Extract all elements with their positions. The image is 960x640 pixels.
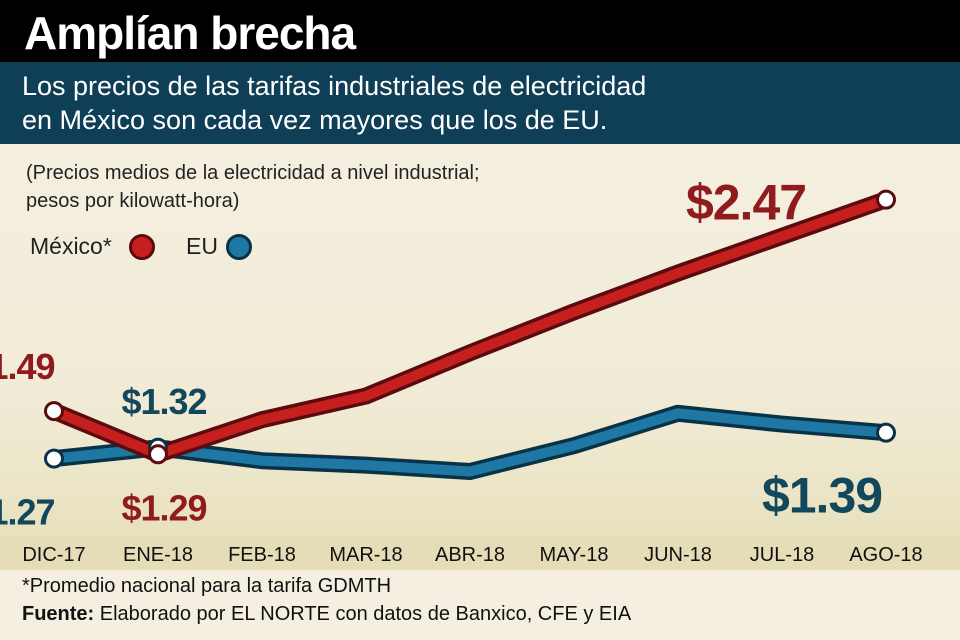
subtitle-band — [0, 62, 960, 144]
subtitle-line-2: en México son cada vez mayores que los d… — [22, 105, 608, 135]
units-note-line-1: (Precios medios de la electricidad a niv… — [26, 162, 480, 184]
units-note-line-2: pesos por kilowatt-hora) — [26, 190, 240, 212]
x-axis-ticks: DIC-17 ENE-18 FEB-18 MAR-18 ABR-18 MAY-18 JUN-… — [22, 544, 922, 566]
title-band — [0, 0, 960, 62]
x-tick-label: JUL-18 — [750, 544, 814, 566]
subtitle-line-1: Los precios de las tarifas industriales … — [22, 71, 647, 101]
data-label-mexico-8: $2.47 — [686, 175, 806, 231]
data-point-mexico-0 — [44, 401, 64, 422]
data-point-eu-0 — [44, 448, 64, 469]
data-label-eu-1: $1.32 — [121, 381, 206, 422]
chart-title: Amplían brecha — [24, 7, 356, 59]
x-tick-label: DIC-17 — [22, 544, 85, 566]
legend-label-mexico: México* — [30, 233, 112, 259]
series-line-mexico — [49, 194, 891, 460]
data-label-eu-8: $1.39 — [762, 468, 882, 524]
x-tick-label: FEB-18 — [228, 544, 296, 566]
x-tick-label: JUN-18 — [644, 544, 712, 566]
x-tick-label: MAY-18 — [540, 544, 609, 566]
series-line-eu — [49, 408, 891, 477]
data-point-mexico-1 — [148, 444, 168, 465]
x-tick-label: ABR-18 — [435, 544, 505, 566]
source-line: Fuente: Elaborado por EL NORTE con datos… — [22, 603, 631, 626]
data-label-mexico-1: $1.29 — [121, 487, 206, 528]
data-label-eu-0: $1.27 — [0, 492, 55, 533]
source-label: Fuente: — [22, 603, 95, 625]
x-axis-band — [0, 536, 960, 570]
legend-swatch-eu — [226, 234, 252, 260]
data-point-eu-8 — [876, 422, 896, 443]
data-labels: $1.49 $1.29 $2.47 $1.27 $1.32 $1.39 — [0, 175, 883, 533]
source-text: Elaborado por EL NORTE con datos de Banx… — [94, 603, 632, 625]
legend-swatch-mexico — [129, 234, 155, 260]
x-tick-label: MAR-18 — [329, 544, 402, 566]
data-point-mexico-8 — [876, 189, 896, 210]
legend-label-eu: EU — [186, 233, 218, 259]
footnote: *Promedio nacional para la tarifa GDMTH — [22, 575, 392, 597]
data-label-mexico-0: $1.49 — [0, 346, 55, 387]
series-lines — [45, 191, 895, 480]
x-tick-label: ENE-18 — [123, 544, 193, 566]
series-points — [44, 189, 896, 469]
x-tick-label: AGO-18 — [849, 544, 922, 566]
